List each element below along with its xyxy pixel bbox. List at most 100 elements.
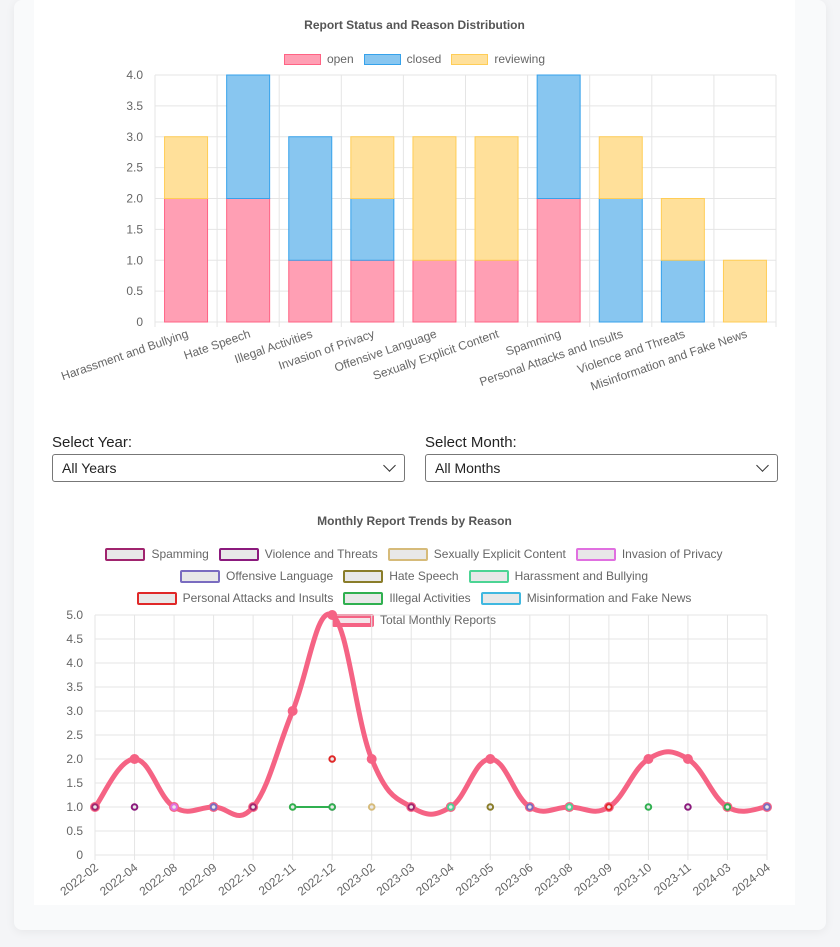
- chevron-down-icon: [756, 459, 769, 472]
- point-invasion-of-privacy-2022-08[interactable]: [170, 803, 178, 811]
- bar-closed-spamming[interactable]: [536, 74, 581, 199]
- legend-item-misinformation-and-fake-news[interactable]: Misinformation and Fake News: [480, 587, 691, 609]
- bar-open-sexually-explicit-content[interactable]: [474, 259, 519, 323]
- point-total-monthly-reports-2022-08[interactable]: [169, 802, 180, 812]
- point-personal-attacks-and-insults-2022-12[interactable]: [328, 755, 336, 763]
- bar-reviewing-offensive-language[interactable]: [412, 136, 457, 261]
- point-violence-and-threats-2022-12[interactable]: [328, 803, 336, 811]
- legend-item-offensive-language[interactable]: Offensive Language: [180, 565, 333, 587]
- point-hate-speech-2023-05[interactable]: [486, 803, 495, 811]
- bar-closed-illegal-activities[interactable]: [288, 136, 333, 261]
- point-total-monthly-reports-2023-04[interactable]: [445, 802, 456, 812]
- legend-item-spamming[interactable]: Spamming: [105, 543, 209, 565]
- legend-swatch: [480, 591, 521, 605]
- point-total-monthly-reports-2024-03[interactable]: [722, 802, 733, 812]
- point-offensive-language-2024-04[interactable]: [763, 803, 771, 811]
- legend-swatch: [343, 569, 384, 583]
- bar-open-spamming[interactable]: [536, 198, 581, 323]
- point-offensive-language-2022-09[interactable]: [209, 803, 218, 811]
- month-select-value: All Months: [435, 460, 501, 476]
- legend-swatch: [343, 591, 384, 605]
- point-spamming-2022-10[interactable]: [249, 803, 257, 811]
- point-violence-and-threats-2023-11[interactable]: [684, 803, 692, 811]
- legend-item-total-monthly-reports[interactable]: Total Monthly Reports: [331, 609, 496, 631]
- x-tick-label: 2023-11: [651, 860, 694, 898]
- legend-item-hate-speech[interactable]: Hate Speech: [343, 565, 459, 587]
- bar-closed-hate-speech[interactable]: [226, 74, 271, 199]
- month-select[interactable]: All Months: [425, 454, 778, 482]
- legend-item-open[interactable]: open: [283, 48, 354, 70]
- point-total-monthly-reports-2022-02[interactable]: [90, 802, 100, 812]
- legend-swatch: [468, 569, 509, 583]
- bar-open-hate-speech[interactable]: [226, 198, 271, 323]
- point-sexually-explicit-content-2022-11[interactable]: [288, 803, 297, 811]
- point-illegal-activities-2024-03[interactable]: [723, 803, 732, 811]
- point-illegal-activities-2022-11[interactable]: [288, 803, 297, 811]
- legend-item-reviewing[interactable]: reviewing: [451, 48, 545, 70]
- point-harassment-and-bullying-2023-08[interactable]: [565, 803, 574, 811]
- bar-reviewing-misinformation-and-fake-news[interactable]: [722, 259, 767, 323]
- bar-reviewing-invasion-of-privacy[interactable]: [350, 136, 395, 199]
- legend-item-invasion-of-privacy[interactable]: Invasion of Privacy: [575, 543, 723, 565]
- series-line-total-monthly-reports: [92, 611, 770, 818]
- legend-swatch: [387, 547, 428, 561]
- legend-label: Illegal Activities: [389, 591, 471, 605]
- point-offensive-language-2023-06[interactable]: [526, 803, 534, 811]
- bar-open-offensive-language[interactable]: [412, 259, 457, 323]
- point-illegal-activities-2022-12[interactable]: [328, 803, 336, 811]
- bar-closed-personal-attacks-and-insults[interactable]: [598, 198, 643, 323]
- point-illegal-activities-2023-10[interactable]: [644, 803, 653, 811]
- point-total-monthly-reports-2022-04[interactable]: [129, 754, 140, 764]
- year-filter-label: Select Year:: [52, 434, 133, 451]
- point-total-monthly-reports-2022-09[interactable]: [208, 802, 219, 812]
- bar-reviewing-harassment-and-bullying[interactable]: [164, 136, 209, 199]
- point-harassment-and-bullying-2023-04[interactable]: [446, 803, 455, 811]
- point-spamming-2022-02[interactable]: [91, 803, 99, 811]
- bar-reviewing-sexually-explicit-content[interactable]: [474, 136, 519, 261]
- y-tick-label: 3.0: [66, 704, 83, 718]
- bar-closed-invasion-of-privacy[interactable]: [350, 198, 395, 261]
- point-total-monthly-reports-2023-10[interactable]: [643, 754, 654, 764]
- point-total-monthly-reports-2023-08[interactable]: [564, 802, 575, 812]
- point-total-monthly-reports-2023-05[interactable]: [485, 754, 496, 764]
- legend-label: Hate Speech: [389, 569, 459, 583]
- x-tick-label: 2022-04: [97, 860, 141, 898]
- bar-closed-violence-and-threats[interactable]: [660, 259, 705, 323]
- legend-label: Offensive Language: [226, 569, 334, 583]
- point-total-monthly-reports-2023-11[interactable]: [682, 754, 693, 764]
- legend-item-violence-and-threats[interactable]: Violence and Threats: [218, 543, 378, 565]
- point-total-monthly-reports-2022-11[interactable]: [287, 706, 298, 716]
- point-total-monthly-reports-2023-02[interactable]: [366, 754, 377, 764]
- legend-item-personal-attacks-and-insults[interactable]: Personal Attacks and Insults: [136, 587, 333, 609]
- legend-item-sexually-explicit-content[interactable]: Sexually Explicit Content: [387, 543, 566, 565]
- point-total-monthly-reports-2022-10[interactable]: [248, 802, 259, 812]
- y-tick-label: 4.0: [66, 656, 83, 670]
- bar-reviewing-personal-attacks-and-insults[interactable]: [598, 136, 643, 199]
- point-total-monthly-reports-2023-06[interactable]: [524, 802, 535, 812]
- point-total-monthly-reports-2024-04[interactable]: [762, 802, 772, 812]
- point-personal-attacks-and-insults-2023-09[interactable]: [605, 803, 613, 811]
- point-sexually-explicit-content-2023-02[interactable]: [367, 803, 376, 811]
- year-select[interactable]: All Years: [52, 454, 405, 482]
- y-tick-label: 0: [76, 848, 83, 862]
- legend-label: open: [326, 52, 354, 66]
- point-total-monthly-reports-2023-03[interactable]: [406, 802, 417, 812]
- bar-reviewing-violence-and-threats[interactable]: [660, 198, 705, 261]
- point-total-monthly-reports-2023-09[interactable]: [603, 802, 614, 812]
- x-tick-label: 2022-10: [216, 860, 260, 898]
- point-spamming-2023-03[interactable]: [407, 803, 416, 811]
- legend-item-closed[interactable]: closed: [363, 48, 441, 70]
- bar-open-illegal-activities[interactable]: [288, 259, 333, 323]
- bar-open-invasion-of-privacy[interactable]: [350, 259, 395, 323]
- x-tick-label: 2024-04: [730, 860, 774, 898]
- legend-item-illegal-activities[interactable]: Illegal Activities: [343, 587, 471, 609]
- x-tick-label: 2022-11: [256, 860, 299, 898]
- legend-item-harassment-and-bullying[interactable]: Harassment and Bullying: [468, 565, 648, 587]
- y-tick-label: 1.5: [126, 222, 143, 236]
- bar-open-harassment-and-bullying[interactable]: [164, 198, 209, 323]
- x-tick-label: 2023-03: [374, 860, 418, 898]
- point-violence-and-threats-2022-04[interactable]: [130, 803, 139, 811]
- legend-swatch: [363, 53, 401, 65]
- legend-label: reviewing: [494, 52, 546, 66]
- chevron-down-icon: [383, 459, 396, 472]
